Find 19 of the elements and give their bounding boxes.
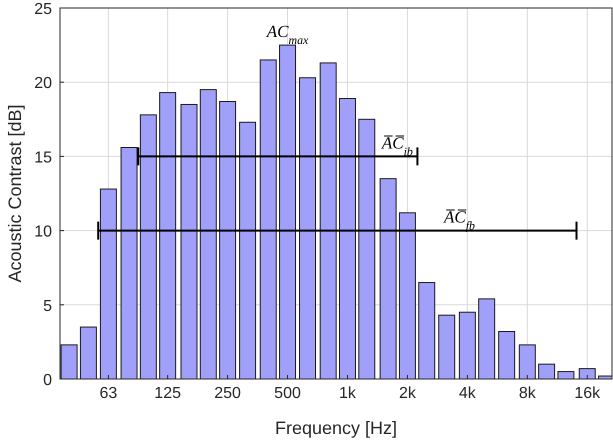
x-tick-label: 1k	[339, 385, 357, 402]
y-tick-label: 25	[34, 1, 52, 18]
annotation: AC$_{max}$	[266, 22, 310, 48]
x-tick-label: 8k	[518, 385, 537, 402]
x-tick-label: 63	[99, 385, 118, 402]
x-tick-label: 125	[154, 385, 182, 402]
x-tick-label: 4k	[458, 385, 477, 402]
x-tick-label: 250	[214, 385, 242, 402]
y-tick-label: 5	[43, 298, 52, 315]
y-axis-title: Acoustic Contrast [dB]	[5, 104, 25, 283]
y-tick-label: 0	[43, 372, 52, 389]
x-tick-label: 16k	[574, 385, 602, 402]
x-tick-label: 500	[274, 385, 301, 402]
y-tick-label: 20	[34, 75, 52, 92]
y-tick-label: 15	[34, 149, 52, 166]
y-tick-label: 10	[34, 224, 52, 241]
x-axis-title: Frequency [Hz]	[274, 418, 398, 438]
annotation: A̅C̅$_{ib}$	[380, 133, 413, 158]
x-tick-label: 2k	[398, 385, 417, 402]
